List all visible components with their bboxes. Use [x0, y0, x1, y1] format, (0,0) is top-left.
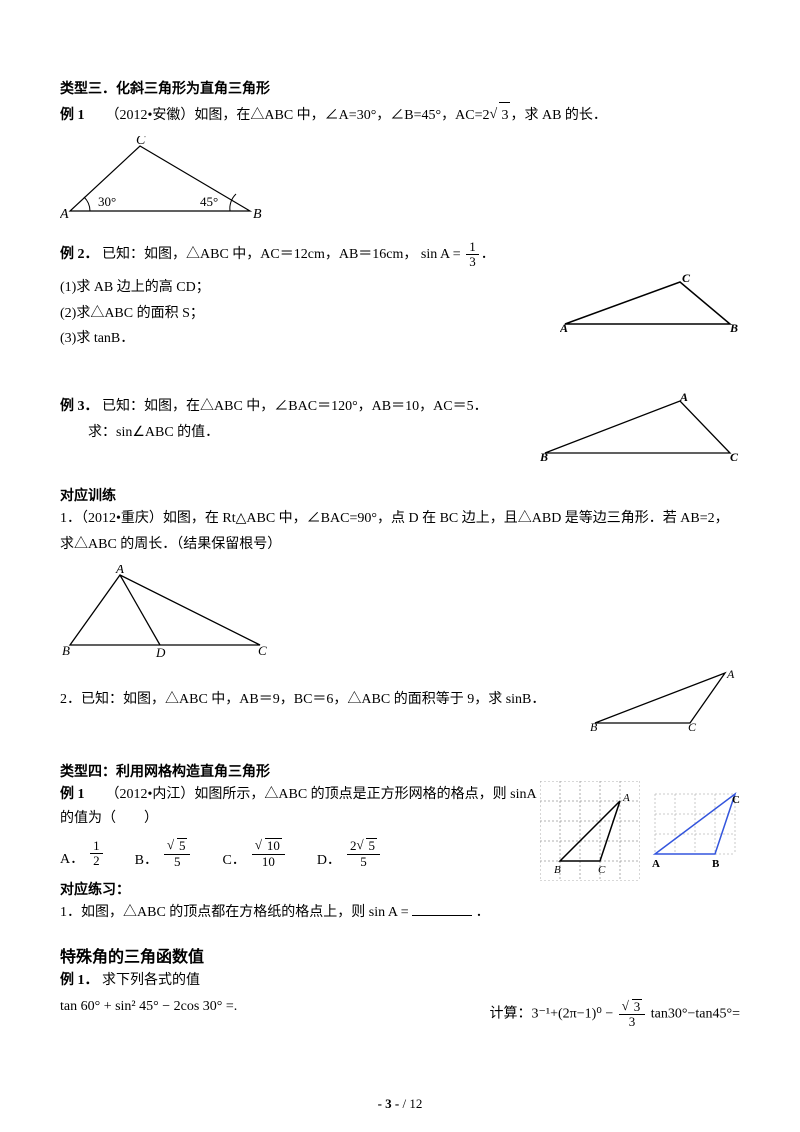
svg-text:C: C	[688, 720, 697, 733]
s3-ex2-q2: (2)求△ABC 的面积 S；	[60, 302, 560, 326]
special-ex1: 例 1． 求下列各式的值	[60, 969, 740, 993]
section4-title: 类型四：利用网格构造直角三角形	[60, 761, 740, 781]
svg-text:C: C	[682, 274, 691, 285]
special-ex1-text: 求下列各式的值	[102, 973, 200, 988]
s3-ex3-label: 例 3．	[60, 399, 99, 414]
s4-practice-title: 对应练习：	[60, 879, 540, 899]
s3-p2-text: 2．已知：如图，△ABC 中，AB＝9，BC＝6，△ABC 的面积等于 9，求 …	[60, 688, 590, 712]
s4-p1: 1．如图，△ABC 的顶点都在方格纸的格点上，则 sin A = ．	[60, 901, 540, 925]
svg-text:B: B	[712, 858, 720, 870]
svg-text:B: B	[554, 864, 561, 876]
s4-grids: B C A A B C	[540, 781, 740, 881]
svg-text:30°: 30°	[98, 194, 116, 209]
svg-text:C: C	[730, 450, 739, 463]
s3-p2: 2．已知：如图，△ABC 中，AB＝9，BC＝6，△ABC 的面积等于 9，求 …	[60, 668, 740, 733]
s4-p1-grid: A B C	[650, 789, 740, 881]
s4-ex1-label: 例 1	[60, 787, 85, 802]
s3-ex1-text2: ，求 AB 的长．	[510, 108, 606, 123]
s3-ex2-q1: (1)求 AB 边上的高 CD；	[60, 276, 560, 300]
s3-ex2-sin: sin A =	[421, 247, 461, 262]
s3-practice-title: 对应训练	[60, 485, 740, 505]
calc-row: tan 60° + sin² 45° − 2cos 30° =. 计算：3⁻¹+…	[60, 999, 740, 1030]
svg-text:B: B	[729, 321, 738, 334]
frac-1-3: 1 3	[466, 240, 479, 270]
special-title: 特殊角的三角函数值	[60, 943, 740, 967]
svg-text:A: A	[560, 321, 568, 334]
opt-a[interactable]: A． 1 2	[60, 839, 105, 869]
s3-ex2-label: 例 2．	[60, 247, 99, 262]
opt-b[interactable]: B． 5 5	[135, 838, 193, 869]
sqrt-3: 3	[489, 102, 510, 128]
s3-ex3-text: 已知：如图，在△ABC 中，∠BAC＝120°，AB＝10，AC＝5．	[102, 399, 488, 414]
s4-ex1-grid: B C A	[540, 781, 640, 881]
svg-text:A: A	[622, 792, 630, 804]
svg-text:45°: 45°	[200, 194, 218, 209]
s4-p1-before: 1．如图，△ABC 的顶点都在方格纸的格点上，则 sin A =	[60, 905, 409, 920]
s3-ex3-figure: B C A	[540, 393, 740, 463]
page-total: / 12	[403, 1096, 423, 1111]
svg-text:B: B	[253, 207, 262, 222]
s4-ex1-options: A． 1 2 B． 5 5 C． 10	[60, 838, 540, 869]
s3-ex1-figure: A B C 30° 45°	[60, 136, 740, 226]
svg-text:B: B	[590, 720, 598, 733]
s3-ex1: 例 1 （2012•安徽）如图，在△ABC 中，∠A=30°，∠B=45°，AC…	[60, 102, 740, 128]
svg-text:B: B	[540, 450, 548, 463]
s3-p1-figure: B C A D	[60, 565, 740, 660]
svg-text:A: A	[652, 858, 660, 870]
svg-text:B: B	[62, 643, 70, 658]
s4-ex1-text: （2012•内江）如图所示，△ABC 的顶点是正方形网格的格点，则 sinA 的…	[60, 787, 536, 826]
opt-c[interactable]: C． 10 10	[222, 838, 286, 869]
s3-p1-l1: 1．（2012•重庆）如图，在 Rt△ABC 中，∠BAC=90°，点 D 在 …	[60, 507, 740, 531]
svg-text:A: A	[60, 207, 69, 222]
s3-ex3-req: 求：sin∠ABC 的值．	[60, 421, 540, 445]
s3-ex2-text: 已知：如图，△ABC 中，AC＝12cm，AB＝16cm，	[102, 247, 417, 262]
calc1: tan 60° + sin² 45° − 2cos 30° =.	[60, 999, 237, 1030]
svg-text:C: C	[598, 864, 606, 876]
page-footer: - 3 - / 12	[0, 1096, 800, 1112]
s4-p1-after: ．	[476, 905, 490, 920]
s3-ex1-label: 例 1	[60, 108, 85, 123]
svg-text:C: C	[136, 136, 146, 148]
page-num: - 3 -	[378, 1096, 400, 1111]
blank-input[interactable]	[412, 901, 472, 916]
page: 类型三．化斜三角形为直角三角形 例 1 （2012•安徽）如图，在△ABC 中，…	[0, 0, 800, 1132]
svg-text:D: D	[155, 645, 166, 660]
s3-ex2: 例 2． 已知：如图，△ABC 中，AC＝12cm，AB＝16cm， sin A…	[60, 240, 740, 270]
s3-ex2-figure: A B C	[560, 274, 740, 334]
section3-title: 类型三．化斜三角形为直角三角形	[60, 78, 740, 98]
s3-ex2-body: (1)求 AB 边上的高 CD； (2)求△ABC 的面积 S； (3)求 ta…	[60, 274, 740, 353]
s3-p1-l2: 求△ABC 的周长．（结果保留根号）	[60, 533, 740, 557]
calc2: 计算：3⁻¹+(2π−1)⁰ − 3 3 tan30°−tan45°=	[490, 999, 740, 1030]
special-ex1-label: 例 1．	[60, 973, 99, 988]
opt-d[interactable]: D． 25 5	[317, 838, 382, 869]
s4-ex1-row: 例 1 （2012•内江）如图所示，△ABC 的顶点是正方形网格的格点，则 si…	[60, 781, 740, 927]
s3-ex2-q3: (3)求 tanB．	[60, 327, 560, 351]
svg-text:A: A	[726, 668, 735, 681]
svg-text:C: C	[732, 794, 740, 806]
svg-text:A: A	[679, 393, 688, 404]
svg-text:A: A	[115, 565, 124, 576]
s3-p2-figure: B C A	[590, 668, 740, 733]
s4-ex1: 例 1 （2012•内江）如图所示，△ABC 的顶点是正方形网格的格点，则 si…	[60, 783, 540, 831]
s3-ex1-text: （2012•安徽）如图，在△ABC 中，∠A=30°，∠B=45°，AC=2	[106, 108, 490, 123]
svg-text:C: C	[258, 643, 267, 658]
s3-ex3: 例 3． 已知：如图，在△ABC 中，∠BAC＝120°，AB＝10，AC＝5．…	[60, 393, 740, 463]
